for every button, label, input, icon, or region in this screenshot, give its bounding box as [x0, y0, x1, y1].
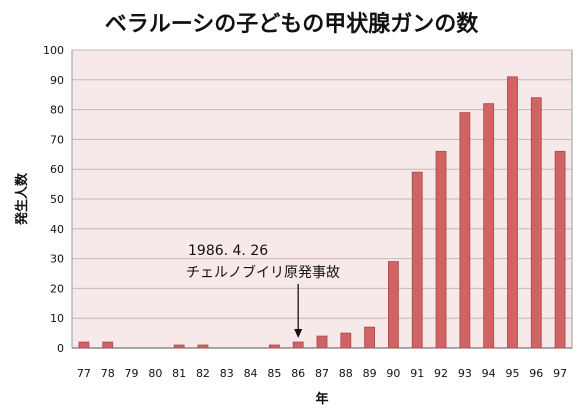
bar: [554, 150, 566, 349]
x-tick-label: 94: [482, 367, 496, 380]
bar: [78, 341, 90, 349]
bar: [459, 112, 471, 349]
y-tick-label: 30: [50, 253, 64, 266]
x-tick-label: 82: [196, 367, 210, 380]
y-axis-title: 発生人数: [14, 172, 30, 226]
y-tick-label: 10: [50, 312, 64, 325]
bar: [364, 326, 376, 349]
x-tick-label: 89: [363, 367, 377, 380]
x-tick-label: 83: [220, 367, 234, 380]
bar: [292, 341, 304, 349]
y-tick-label: 40: [50, 223, 64, 236]
x-tick-label: 95: [505, 367, 519, 380]
x-tick-label: 91: [410, 367, 424, 380]
x-tick-label: 78: [101, 367, 115, 380]
x-tick-label: 81: [172, 367, 186, 380]
y-tick-label: 90: [50, 74, 64, 87]
annotation-arrow-head: [294, 329, 303, 338]
chart-title: ベラルーシの子どもの甲状腺ガンの数: [104, 12, 479, 37]
y-tick-label: 20: [50, 282, 64, 295]
annotation-text: チェルノブイリ原発事故: [186, 264, 340, 281]
bar: [340, 332, 352, 349]
x-tick-label: 92: [434, 367, 448, 380]
bar: [388, 261, 399, 349]
bar: [507, 76, 518, 349]
x-tick-label: 90: [386, 367, 400, 380]
x-tick-label: 97: [553, 367, 567, 380]
bar: [197, 344, 209, 349]
bar: [483, 103, 495, 349]
x-tick-label: 93: [458, 367, 472, 380]
x-tick-label: 85: [267, 367, 281, 380]
x-tick-label: 87: [315, 367, 329, 380]
bar: [530, 97, 542, 349]
bar: [102, 341, 114, 349]
y-tick-label: 0: [57, 342, 64, 355]
annotation-date: 1986. 4. 26: [188, 243, 268, 259]
y-tick-label: 100: [43, 44, 64, 57]
y-tick-label: 60: [50, 163, 64, 176]
bar: [411, 171, 423, 349]
bar: [316, 335, 328, 349]
x-axis-title: 年: [315, 391, 328, 407]
bar: [268, 344, 280, 349]
x-tick-label: 77: [77, 367, 91, 380]
bar: [173, 344, 185, 349]
x-tick-label: 86: [291, 367, 305, 380]
bar: [435, 150, 447, 349]
x-tick-label: 80: [148, 367, 162, 380]
x-tick-label: 96: [529, 367, 543, 380]
y-tick-label: 80: [50, 104, 64, 117]
x-tick-label: 84: [244, 367, 258, 380]
y-tick-label: 70: [50, 133, 64, 146]
x-tick-label: 88: [339, 367, 353, 380]
x-tick-label: 79: [125, 367, 139, 380]
y-tick-label: 50: [50, 193, 64, 206]
